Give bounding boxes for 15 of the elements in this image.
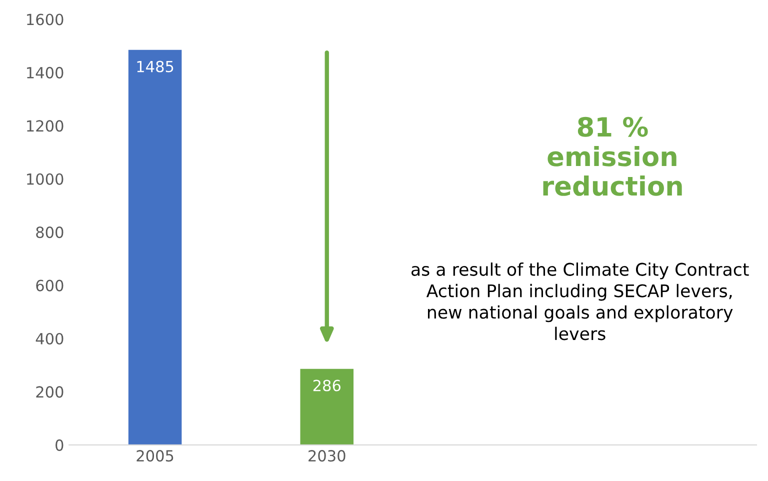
data-label: 286 <box>313 380 340 392</box>
y-tick-label: 400 <box>36 332 64 345</box>
y-tick-label: 600 <box>36 280 64 292</box>
annotation: 81 % emission reduction <box>543 116 682 196</box>
data-label: 1485 <box>137 60 174 72</box>
x-tick-label: 2005 <box>136 450 174 462</box>
y-tick-label: 0 <box>56 439 64 451</box>
y-tick-label: 800 <box>36 226 64 238</box>
annotation: as a result of the Climate City Contract Action Plan including SECAP levers, new national goals and exploratory levers <box>411 262 749 340</box>
y-tick-label: 1200 <box>27 120 64 132</box>
y-tick-label: 200 <box>36 386 64 398</box>
y-tick-label: 1400 <box>27 66 64 78</box>
x-tick-label: 2030 <box>308 450 346 462</box>
y-tick-label: 1000 <box>27 173 64 185</box>
y-tick-label: 1600 <box>27 14 64 26</box>
